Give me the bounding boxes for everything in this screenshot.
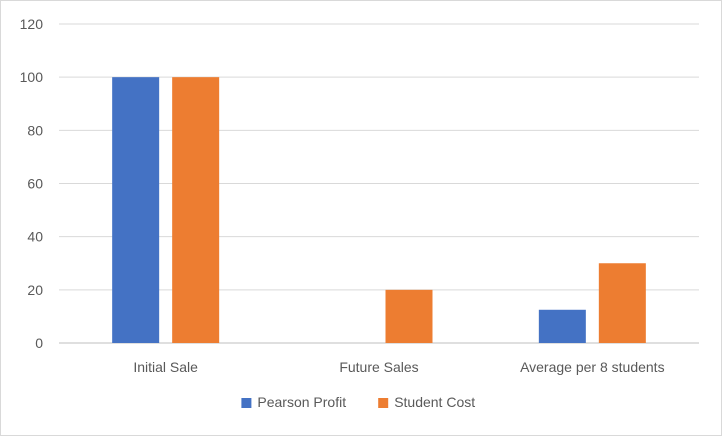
y-tick-label: 0	[35, 335, 43, 351]
bar-student-cost	[598, 263, 646, 343]
legend-label: Pearson Profit	[257, 394, 346, 410]
y-tick-label: 100	[20, 69, 44, 85]
x-category-label: Initial Sale	[133, 359, 198, 375]
bar-pearson-profit	[538, 309, 586, 343]
legend-swatch	[378, 398, 389, 408]
x-category-label: Average per 8 students	[520, 359, 665, 375]
bar-student-cost	[172, 77, 220, 344]
bar-student-cost	[385, 289, 433, 343]
legend-label: Student Cost	[394, 394, 475, 410]
bar-pearson-profit	[112, 77, 160, 344]
legend-swatch	[241, 398, 252, 408]
y-tick-label: 80	[27, 122, 43, 138]
y-tick-label: 60	[27, 176, 43, 192]
y-tick-label: 20	[27, 282, 43, 298]
x-category-label: Future Sales	[339, 359, 418, 375]
y-tick-label: 40	[27, 229, 43, 245]
y-tick-label: 120	[20, 16, 44, 32]
